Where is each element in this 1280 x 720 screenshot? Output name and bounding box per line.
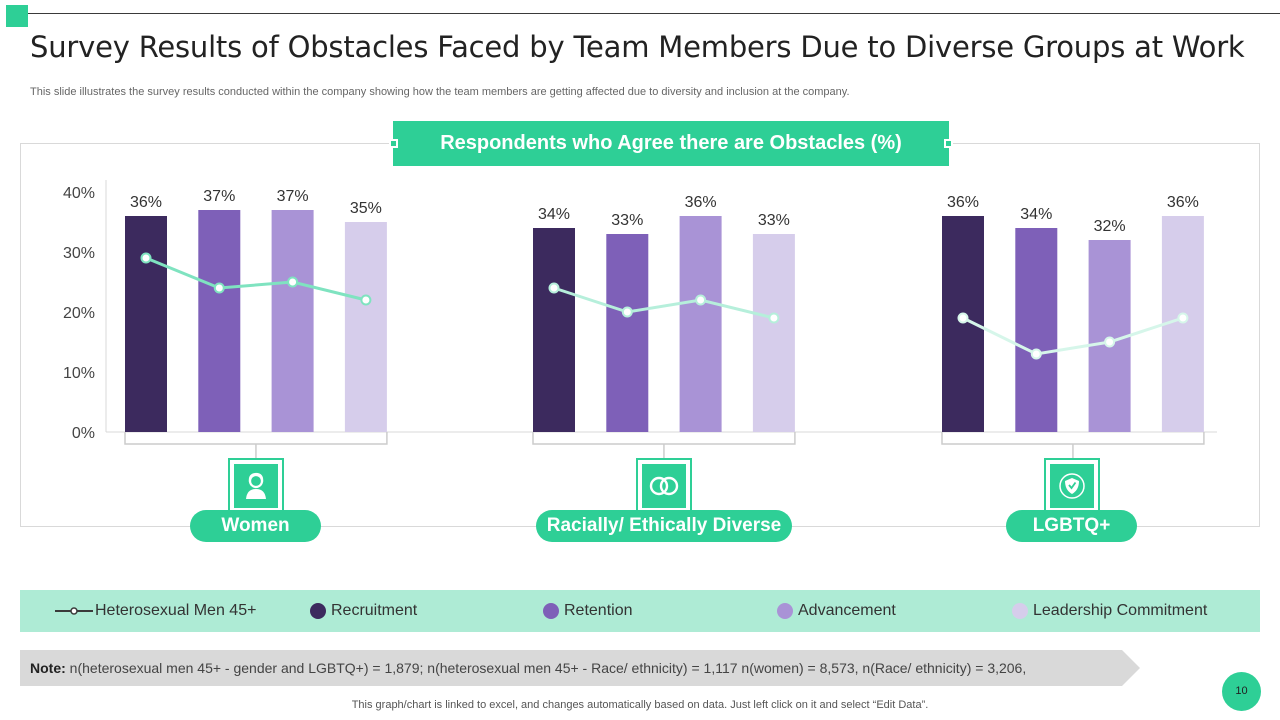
bar-advancement: [679, 216, 722, 432]
men-line-point: [213, 282, 225, 294]
bar-advancement: [271, 210, 314, 432]
y-tick-label: 30%: [63, 245, 95, 262]
y-tick-label: 20%: [63, 305, 95, 322]
men-line-point: [548, 282, 560, 294]
bar-data-label: 33%: [611, 212, 643, 229]
category-label-lgbtq: LGBTQ+: [1006, 510, 1137, 542]
category-label-women: Women: [190, 510, 321, 542]
page-number: 10: [1222, 672, 1261, 711]
group-bracket: [941, 432, 1205, 458]
men-line-series: [553, 286, 775, 320]
advancement-swatch: [777, 603, 793, 619]
women-icon-box: [228, 458, 284, 514]
men-line-point: [287, 276, 299, 288]
men-line-point: [1030, 348, 1042, 360]
bar-retention: [606, 234, 649, 432]
category-label-racial: Racially/ Ethically Diverse: [536, 510, 792, 542]
bar-data-label: 34%: [538, 206, 570, 223]
bar-data-label: 35%: [350, 200, 382, 217]
legend-label-recruitment: Recruitment: [331, 602, 418, 619]
men-line-point: [621, 306, 633, 318]
shield-icon: [1059, 473, 1085, 499]
bar-data-label: 36%: [130, 194, 162, 211]
racial-icon-box: [636, 458, 692, 514]
bar-recruitment: [533, 228, 575, 432]
top-divider: [28, 13, 1280, 14]
chart-legend: Heterosexual Men 45+ Recruitment Retenti…: [20, 590, 1260, 632]
chart-plot[interactable]: 0% 10% 20% 30% 40% 36% 37% 37% 35% 34% 33% 36% 33% 36…: [0, 0, 1280, 560]
legend-item-recruitment[interactable]: Recruitment: [310, 590, 417, 632]
bar-recruitment: [125, 216, 167, 432]
bar-data-label: 37%: [203, 188, 235, 205]
bar-data-label: 36%: [685, 194, 717, 211]
bar-data-label: 32%: [1094, 218, 1126, 235]
recruitment-swatch: [310, 603, 326, 619]
bar-leadership-commitment: [344, 222, 387, 432]
note-banner: Note: n(heterosexual men 45+ - gender an…: [20, 650, 1140, 686]
men-line-series: [145, 256, 367, 302]
bar-retention: [198, 210, 241, 432]
retention-swatch: [543, 603, 559, 619]
leadership-swatch: [1012, 603, 1028, 619]
bar-leadership-commitment: [752, 234, 795, 432]
men-line-point: [1104, 336, 1116, 348]
men-line-point: [1177, 312, 1189, 324]
chart-title-banner[interactable]: Respondents who Agree there are Obstacle…: [393, 121, 949, 166]
bar-data-label: 37%: [277, 188, 309, 205]
note-text: n(heterosexual men 45+ - gender and LGBT…: [65, 660, 1027, 676]
bar-data-label: 36%: [1167, 194, 1199, 211]
legend-item-men[interactable]: Heterosexual Men 45+: [55, 590, 256, 632]
interlocked-rings-icon: [649, 476, 679, 496]
corner-accent-square: [6, 5, 28, 27]
bar-retention: [1015, 228, 1058, 432]
lgbtq-icon-box: [1044, 458, 1100, 514]
legend-item-leadership[interactable]: Leadership Commitment: [1012, 590, 1207, 632]
banner-left-handle: [389, 139, 398, 148]
men-line-series: [962, 316, 1184, 356]
legend-label-retention: Retention: [564, 602, 633, 619]
men-line-point: [768, 312, 780, 324]
bar-data-label: 33%: [758, 212, 790, 229]
y-tick-label: 40%: [63, 185, 95, 202]
woman-icon: [246, 472, 266, 499]
bar-data-label: 36%: [947, 194, 979, 211]
slide-subtitle: This slide illustrates the survey result…: [30, 86, 850, 98]
banner-right-handle: [944, 139, 953, 148]
chart-title: Respondents who Agree there are Obstacle…: [440, 132, 902, 154]
slide-title: Survey Results of Obstacles Faced by Tea…: [30, 30, 1245, 64]
men-line-point: [360, 294, 372, 306]
men-line-point: [140, 252, 152, 264]
line-marker-icon: [55, 607, 93, 615]
note-label: Note:: [30, 660, 66, 676]
legend-item-advancement[interactable]: Advancement: [777, 590, 896, 632]
legend-label-leadership: Leadership Commitment: [1033, 602, 1208, 619]
legend-label-men: Heterosexual Men 45+: [95, 602, 257, 619]
group-bracket: [532, 432, 796, 458]
y-tick-label: 10%: [63, 365, 95, 382]
men-line-point: [957, 312, 969, 324]
legend-item-retention[interactable]: Retention: [543, 590, 633, 632]
bar-data-label: 34%: [1020, 206, 1052, 223]
group-bracket: [124, 432, 388, 458]
men-line-point: [695, 294, 707, 306]
footer-text: This graph/chart is linked to excel, and…: [351, 699, 929, 711]
legend-label-advancement: Advancement: [798, 602, 896, 619]
y-tick-label: 0%: [72, 425, 95, 442]
